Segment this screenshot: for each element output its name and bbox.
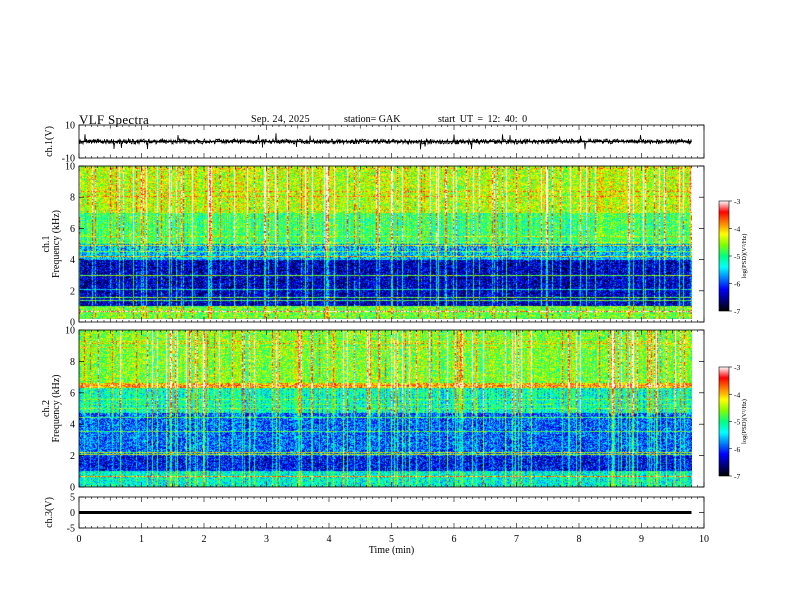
y-tick-label: 0: [70, 508, 75, 519]
y-axis-label: ch.3(V): [44, 497, 55, 528]
x-tick-label: 10: [699, 534, 709, 545]
y-tick-label: 2: [70, 451, 75, 462]
y-axis-label: Frequency (kHz): [51, 210, 62, 278]
y-tick-label: 4: [70, 420, 75, 431]
y-tick-label: -5: [67, 524, 75, 535]
colorbar-tick-label: -6: [734, 280, 740, 289]
colorbar-tick-label: -3: [734, 197, 740, 206]
spectrogram-layer: [79, 166, 692, 487]
y-axis-label: ch.1: [41, 236, 52, 253]
colorbar-2: [718, 366, 730, 477]
colorbar-1: [718, 200, 730, 312]
chart-title: VLF Spectra: [79, 112, 150, 127]
colorbar-tick-label: -7: [734, 472, 740, 481]
y-tick-label: 10: [65, 326, 75, 337]
y-tick-label: 6: [70, 388, 75, 399]
waveform-layer: [78, 133, 692, 514]
x-tick-label: 4: [327, 534, 332, 545]
colorbar-tick-label: -5: [734, 418, 740, 427]
y-tick-label: 10: [65, 162, 75, 173]
x-tick-label: 2: [202, 534, 207, 545]
date-label: Sep. 24, 2025: [251, 114, 310, 125]
spectrogram-image-ch2: [79, 330, 692, 487]
y-tick-label: -10: [62, 154, 75, 165]
colorbar-tick-label: -5: [734, 252, 740, 261]
station-label: station= GAK: [344, 114, 401, 125]
spectrogram-image-ch1: [79, 166, 692, 322]
x-tick-label: 8: [577, 534, 582, 545]
start-time-label: start UT = 12: 40: 0: [438, 114, 528, 125]
x-tick-label: 9: [639, 534, 644, 545]
colorbar-tick-label: -7: [734, 307, 740, 316]
y-axis-label: ch.1(V): [44, 126, 55, 157]
x-tick-label: 6: [452, 534, 457, 545]
x-tick-label: 5: [389, 534, 394, 545]
y-axis-label: ch.2: [41, 400, 52, 417]
y-tick-label: 0: [70, 318, 75, 329]
y-tick-label: 8: [70, 193, 75, 204]
x-tick-label: 7: [514, 534, 519, 545]
colorbar-label: log(PSD)(V²/Hz): [741, 234, 748, 279]
colorbar-label: log(PSD)(V²/Hz): [741, 399, 748, 444]
y-tick-label: 8: [70, 357, 75, 368]
y-tick-label: 4: [70, 255, 75, 266]
y-tick-label: 0: [70, 483, 75, 494]
y-tick-label: 6: [70, 224, 75, 235]
frames-layer: [78, 124, 732, 529]
colorbar-tick-label: -4: [734, 225, 740, 234]
x-tick-label: 0: [77, 534, 82, 545]
colorbar-tick-label: -3: [734, 363, 740, 372]
colorbar-tick-label: -4: [734, 390, 740, 399]
colorbar-tick-label: -6: [734, 445, 740, 454]
y-tick-label: 2: [70, 286, 75, 297]
y-axis-label: Frequency (kHz): [51, 374, 62, 442]
y-tick-label: 10: [65, 121, 75, 132]
x-tick-label: 1: [139, 534, 144, 545]
x-axis-label: Time (min): [369, 545, 414, 556]
y-tick-label: 5: [70, 493, 75, 504]
x-tick-label: 3: [264, 534, 269, 545]
ch1-waveform-trace: [78, 133, 692, 150]
